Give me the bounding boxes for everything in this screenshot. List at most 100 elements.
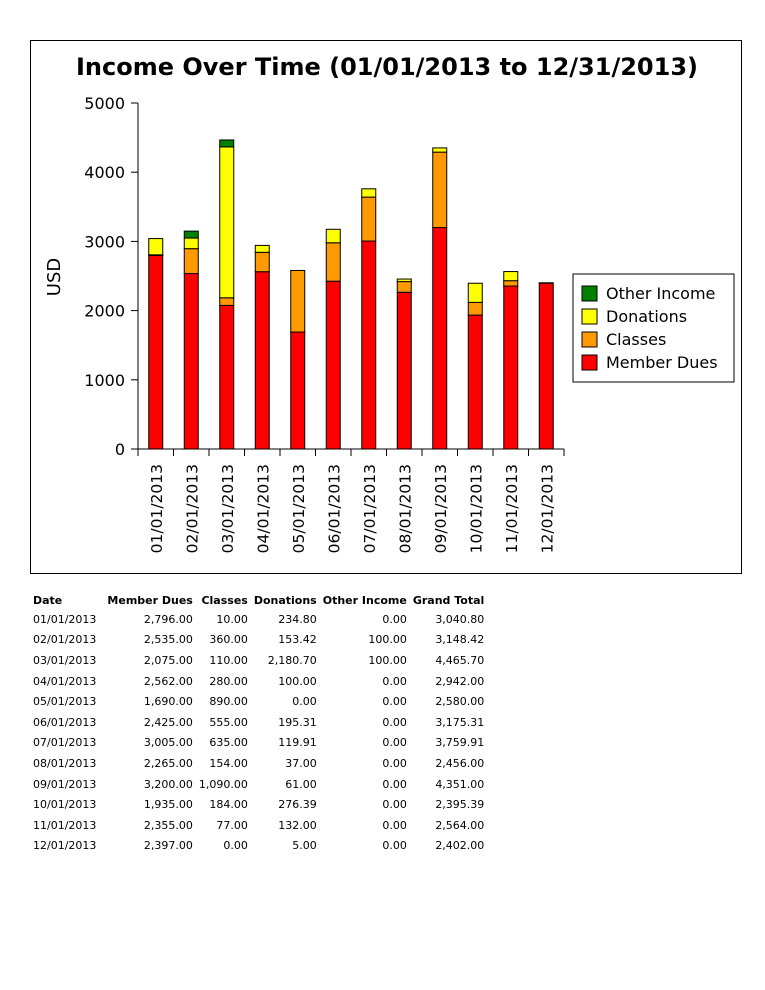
bar-donations-3	[219, 146, 235, 299]
table-row: 03/01/2013 2,075.00 110.00 2,180.70 100.00 4,…	[30, 650, 487, 671]
table-cell-donations: 0.00	[292, 695, 317, 709]
table-header-row: Date Member Dues Classes Donations Other Inc…	[30, 591, 487, 609]
x-tick-label: 12/01/2013	[538, 464, 556, 553]
table-cell-member-dues: 2,397.00	[143, 839, 193, 853]
x-tick-label: 03/01/2013	[219, 464, 237, 553]
table-cell-member-dues: 2,562.00	[143, 674, 193, 688]
table-cell-other-income: 0.00	[382, 777, 407, 791]
table-row: 08/01/2013 2,265.00 154.00 37.00 0.00 2,456.0…	[30, 753, 487, 774]
column-header-other-income: Other Income	[322, 593, 407, 607]
table-cell-donations: 61.00	[285, 777, 317, 791]
income-chart: Income Over Time (01/01/2013 to 12/31/20…	[44, 53, 735, 553]
table-cell-other-income: 0.00	[382, 612, 407, 626]
x-tick-label: 06/01/2013	[325, 464, 343, 553]
bar-member-dues-7	[361, 240, 377, 450]
table-row: 09/01/2013 3,200.00 1,090.00 61.00 0.00 4,351…	[30, 774, 487, 795]
column-header-date: Date	[33, 593, 63, 607]
table-row: 10/01/2013 1,935.00 184.00 276.39 0.00 2,395.…	[30, 794, 487, 815]
table-cell-grand-total: 2,564.00	[435, 818, 485, 832]
table-cell-donations: 153.42	[278, 633, 317, 647]
table-cell-member-dues: 2,355.00	[143, 818, 193, 832]
bar-member-dues-5	[290, 331, 306, 450]
bar-donations-1	[148, 238, 164, 256]
legend-box	[572, 273, 735, 383]
bar-member-dues-9	[432, 227, 448, 450]
table-cell-classes: 154.00	[209, 756, 248, 770]
table-cell-grand-total: 4,351.00	[435, 777, 485, 791]
table-cell-grand-total: 3,148.42	[435, 633, 485, 647]
legend-swatch-other-income	[581, 285, 598, 302]
bar-classes-7	[361, 196, 377, 242]
table-cell-date: 03/01/2013	[33, 653, 97, 667]
bar-donations-10	[467, 282, 483, 303]
table-cell-grand-total: 3,040.80	[435, 612, 485, 626]
column-header-donations: Donations	[253, 593, 317, 607]
table-cell-member-dues: 3,005.00	[143, 736, 193, 750]
table-cell-grand-total: 2,456.00	[435, 756, 485, 770]
bar-classes-3	[219, 297, 235, 306]
bar-donations-6	[325, 228, 341, 244]
bar-other-income-3	[219, 139, 235, 148]
table-cell-grand-total: 2,580.00	[435, 695, 485, 709]
chart-title: Income Over Time (01/01/2013 to 12/31/20…	[76, 53, 698, 81]
x-tick-label: 04/01/2013	[254, 464, 272, 553]
table-row: 04/01/2013 2,562.00 280.00 100.00 0.00 2,942.…	[30, 671, 487, 692]
bar-classes-11	[503, 280, 519, 287]
y-tick-label: 0	[115, 440, 125, 459]
table-cell-other-income: 0.00	[382, 715, 407, 729]
table-cell-member-dues: 2,265.00	[143, 756, 193, 770]
bar-donations-11	[503, 271, 519, 282]
table-cell-grand-total: 2,402.00	[435, 839, 485, 853]
x-tick-label: 09/01/2013	[432, 464, 450, 553]
table-cell-classes: 110.00	[209, 653, 248, 667]
table-cell-classes: 10.00	[216, 612, 248, 626]
bar-member-dues-8	[396, 291, 412, 450]
bars-layer	[148, 139, 554, 450]
x-tick-label: 02/01/2013	[183, 464, 201, 553]
table-cell-other-income: 0.00	[382, 798, 407, 812]
table-cell-other-income: 0.00	[382, 695, 407, 709]
table-cell-date: 02/01/2013	[33, 633, 97, 647]
table-cell-member-dues: 2,075.00	[143, 653, 193, 667]
table-cell-date: 05/01/2013	[33, 695, 97, 709]
table-cell-date: 06/01/2013	[33, 715, 97, 729]
table-cell-grand-total: 2,942.00	[435, 674, 485, 688]
bar-donations-7	[361, 188, 377, 198]
x-tick-label: 10/01/2013	[467, 464, 485, 553]
bar-member-dues-10	[467, 314, 483, 450]
x-tick-label: 11/01/2013	[503, 464, 521, 553]
table-cell-donations: 195.31	[278, 715, 317, 729]
legend-label-member-dues: Member Dues	[606, 353, 718, 372]
table-row: 07/01/2013 3,005.00 635.00 119.91 0.00 3,759.…	[30, 733, 487, 754]
table-cell-classes: 555.00	[209, 715, 248, 729]
bar-classes-2	[183, 248, 199, 275]
bar-member-dues-11	[503, 285, 519, 450]
y-tick-label: 5000	[84, 94, 125, 113]
x-tick-label: 05/01/2013	[290, 464, 308, 553]
column-header-member-dues: Member Dues	[107, 593, 193, 607]
table-cell-date: 08/01/2013	[33, 756, 97, 770]
bar-member-dues-1	[148, 255, 164, 450]
table-cell-member-dues: 2,425.00	[143, 715, 193, 729]
table-cell-donations: 132.00	[278, 818, 317, 832]
table-cell-member-dues: 3,200.00	[143, 777, 193, 791]
y-tick-label: 3000	[84, 232, 125, 251]
table-cell-classes: 280.00	[209, 674, 248, 688]
y-tick-label: 2000	[84, 302, 125, 321]
bar-member-dues-4	[254, 271, 270, 450]
bar-donations-2	[183, 237, 199, 250]
table-cell-date: 01/01/2013	[33, 612, 97, 626]
table-cell-other-income: 0.00	[382, 736, 407, 750]
x-tick-label: 01/01/2013	[148, 464, 166, 553]
table-body: 01/01/2013 2,796.00 10.00 234.80 0.00 3,040.8…	[30, 609, 487, 856]
table-cell-grand-total: 3,759.91	[435, 736, 485, 750]
y-axis-label: USD	[44, 258, 65, 296]
bar-donations-4	[254, 244, 270, 253]
bar-classes-9	[432, 151, 448, 229]
table-cell-member-dues: 2,796.00	[143, 612, 193, 626]
chart-legend: Other Income Donations Classes Member Dues	[572, 273, 735, 383]
table-cell-classes: 635.00	[209, 736, 248, 750]
table-cell-donations: 276.39	[278, 798, 317, 812]
bar-member-dues-2	[183, 273, 199, 450]
table-cell-classes: 1,090.00	[198, 777, 248, 791]
